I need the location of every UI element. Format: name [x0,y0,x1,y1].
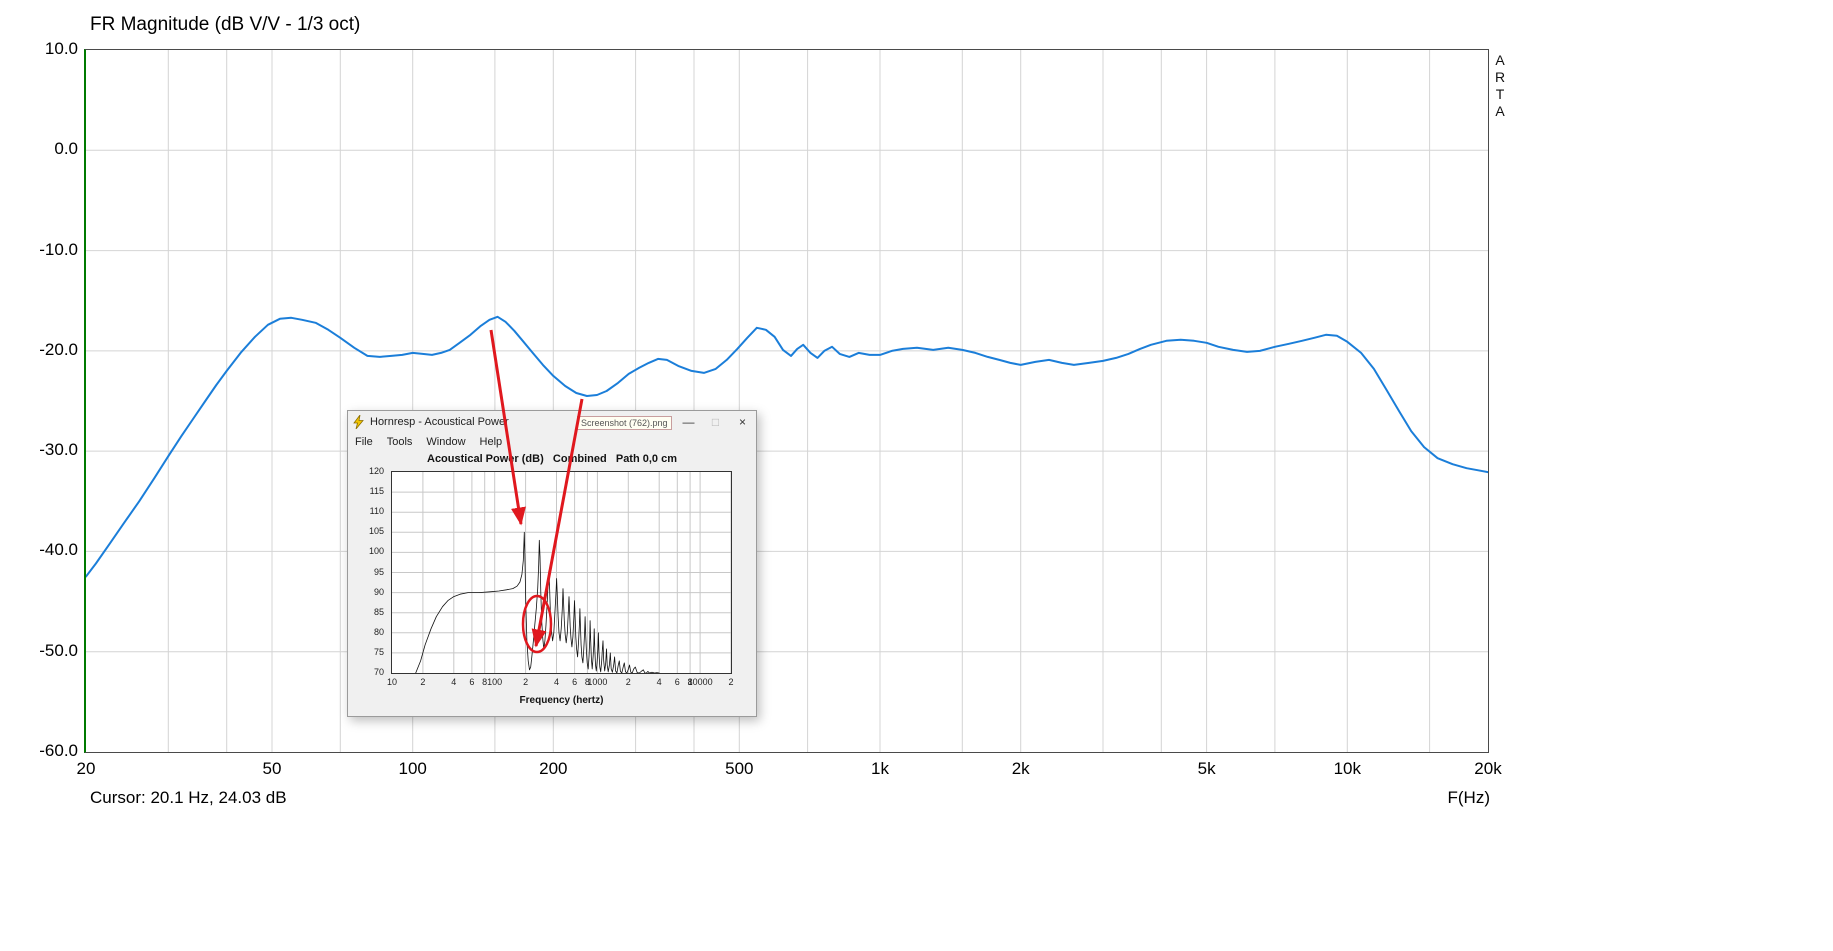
y-tick-label: 100 [368,546,384,557]
arta-logo-letter: A [1495,103,1505,119]
maximize-button[interactable]: □ [711,415,720,429]
y-tick-label: -40.0 [39,540,78,560]
arta-logo-letter: A [1495,52,1505,68]
y-tick-label: 95 [373,566,384,577]
y-tick-label: 85 [373,606,384,617]
acoustical-power-chart [392,472,731,673]
x-tick-label: 500 [725,759,754,778]
fr-magnitude-plot[interactable] [84,49,1489,753]
y-tick-label: 120 [368,466,384,476]
x-tick-label: 8 [687,677,693,687]
close-button[interactable]: × [738,415,746,429]
x-tick-label: 6 [572,677,578,687]
x-tick-label: 2 [523,677,529,687]
acoustical-power-plot [391,471,732,674]
y-tick-label: 115 [369,486,384,497]
x-tick-label: 4 [656,677,662,687]
x-tick-label: 2 [728,677,734,687]
x-tick-label: 10 [386,677,398,687]
minimize-button[interactable]: — [682,415,695,429]
y-tick-label: 80 [373,626,384,637]
x-tick-label: 20 [76,759,96,778]
inset-x-axis-labels: 10 2 4 6 8 100 2 4 6 8 1000 2 4 6 8 10000 2 [387,677,734,689]
arta-logo-letter: T [1495,86,1505,102]
x-tick-label: 6 [469,677,475,687]
y-tick-label: -50.0 [39,640,78,660]
fr-magnitude-chart [86,50,1488,752]
x-tick-label: 4 [553,677,560,687]
x-tick-label: 20k [1474,759,1502,778]
y-tick-label: -30.0 [39,440,78,460]
x-tick-label: 10k [1333,759,1362,778]
menu-item-tools[interactable]: Tools [386,435,413,448]
hornresp-titlebar[interactable]: Hornresp - Acoustical Power — □ × [348,411,756,433]
x-tick-label: 6 [674,677,680,687]
menu-item-window[interactable]: Window [426,435,466,448]
hornresp-app-icon [353,414,365,430]
window-controls: — □ × [675,411,756,433]
cursor-readout: Cursor: 20.1 Hz, 24.03 dB [90,788,287,807]
main-x-axis-labels: 20 50 100 200 500 1k 2k 5k 10k 20k [77,759,1502,781]
y-tick-label: 90 [373,586,384,597]
screenshot-filename-label: Screenshot (762).png [577,416,672,430]
main-y-axis-labels: 10.0 0.0 -10.0 -20.0 -30.0 -40.0 -50.0 -60.0 [0,39,78,760]
hornresp-window: Hornresp - Acoustical Power — □ × Screen… [347,410,757,717]
x-tick-label: 50 [262,759,282,778]
x-tick-label: 5k [1197,759,1216,778]
menu-item-help[interactable]: Help [479,435,503,448]
menu-item-file[interactable]: File [355,435,373,448]
x-tick-label: 8 [482,677,488,687]
x-axis-unit-label: F(Hz) [1447,788,1490,807]
x-tick-label: 200 [539,759,568,778]
x-tick-label: 8 [584,677,590,687]
inset-y-axis-labels: 120 115 110 105 100 95 90 85 80 75 70 [354,466,388,677]
y-tick-label: -20.0 [39,339,78,359]
y-tick-label: 110 [369,506,384,517]
y-tick-label: -10.0 [39,239,78,259]
y-tick-label: -60.0 [39,741,78,760]
x-tick-label: 10000 [687,677,713,687]
x-tick-label: 100 [398,759,427,778]
x-tick-label: 1000 [587,677,608,687]
y-tick-label: 70 [373,667,384,677]
inset-x-axis-title: Frequency (hertz) [519,695,604,706]
x-tick-label: 100 [487,677,503,687]
x-tick-label: 2 [420,677,426,687]
x-tick-label: 4 [451,677,457,687]
y-tick-label: 105 [368,526,384,537]
arta-logo-letter: R [1494,69,1506,85]
x-tick-label: 2 [625,677,631,687]
y-tick-label: 75 [373,646,384,657]
hornresp-menubar: File Tools Window Help [348,433,756,450]
page-title: FR Magnitude (dB V/V - 1/3 oct) [90,14,361,35]
y-tick-label: 0.0 [54,139,78,159]
hornresp-window-title: Hornresp - Acoustical Power [370,416,509,428]
x-tick-label: 1k [871,759,889,778]
y-tick-label: 10.0 [44,39,78,58]
x-tick-label: 2k [1011,759,1030,778]
inset-chart-title: Acoustical Power (dB) Combined Path 0,0 … [427,453,677,465]
